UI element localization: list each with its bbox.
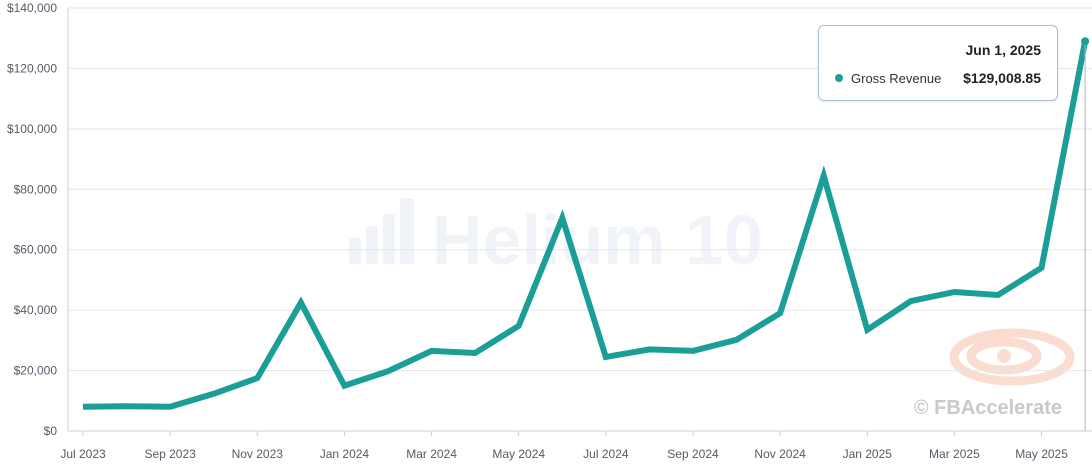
y-tick-label: $0 bbox=[44, 424, 58, 438]
x-tick-label: Mar 2024 bbox=[406, 447, 457, 461]
x-tick-label: Nov 2024 bbox=[754, 447, 806, 461]
y-tick-label: $40,000 bbox=[14, 303, 58, 317]
data-point[interactable] bbox=[561, 217, 563, 219]
x-tick-label: Jan 2025 bbox=[843, 447, 893, 461]
tooltip-series-row: Gross Revenue $129,008.85 bbox=[835, 69, 1041, 87]
data-point[interactable] bbox=[910, 300, 912, 302]
data-point[interactable] bbox=[866, 329, 868, 331]
data-point[interactable] bbox=[343, 385, 345, 387]
y-tick-label: $140,000 bbox=[7, 1, 57, 15]
x-tick-label: Jul 2023 bbox=[60, 447, 106, 461]
y-tick-label: $100,000 bbox=[7, 122, 57, 136]
data-point[interactable] bbox=[692, 350, 694, 352]
data-point[interactable] bbox=[648, 348, 650, 350]
data-point[interactable] bbox=[213, 393, 215, 395]
data-point[interactable] bbox=[256, 377, 258, 379]
data-point[interactable] bbox=[605, 356, 607, 358]
data-point[interactable] bbox=[518, 325, 520, 327]
tooltip-series-name: Gross Revenue bbox=[851, 70, 942, 86]
series-gross-revenue bbox=[82, 40, 1089, 410]
helium10-watermark-text: Helium 10 bbox=[432, 201, 763, 279]
data-point[interactable] bbox=[779, 312, 781, 314]
x-tick-label: Sep 2024 bbox=[667, 447, 719, 461]
data-point[interactable] bbox=[736, 339, 738, 341]
data-point[interactable] bbox=[300, 302, 302, 304]
x-axis: Jul 2023 Sep 2023 Nov 2023 Jan 2024 Mar 2024… bbox=[60, 430, 1092, 461]
data-point[interactable] bbox=[431, 350, 433, 352]
helium10-watermark: Helium 10 bbox=[349, 198, 763, 279]
tooltip-date: Jun 1, 2025 bbox=[965, 42, 1042, 58]
series-color-dot-icon bbox=[835, 74, 843, 82]
data-point[interactable] bbox=[953, 291, 955, 293]
data-point[interactable] bbox=[474, 352, 476, 354]
x-tick-label: May 2025 bbox=[1015, 447, 1068, 461]
x-tick-label: Jan 2024 bbox=[320, 447, 370, 461]
chart-tooltip: Jun 1, 2025 Gross Revenue $129,008.85 bbox=[818, 25, 1058, 101]
x-tick-label: Mar 2025 bbox=[929, 447, 980, 461]
x-tick-label: Jul 2024 bbox=[583, 447, 629, 461]
fbaccelerate-watermark-text: © FBAccelerate bbox=[914, 397, 1062, 419]
data-point[interactable] bbox=[997, 294, 999, 296]
y-axis: $0 $20,000 $40,000 $60,000 $80,000 $100,000 $1… bbox=[7, 1, 69, 438]
x-tick-label: Nov 2023 bbox=[232, 447, 284, 461]
y-tick-label: $80,000 bbox=[14, 182, 58, 196]
data-point[interactable] bbox=[823, 175, 825, 177]
hover-point[interactable] bbox=[1081, 37, 1090, 46]
y-tick-label: $120,000 bbox=[7, 61, 57, 75]
y-tick-label: $20,000 bbox=[14, 364, 58, 378]
data-point[interactable] bbox=[82, 406, 84, 408]
data-point[interactable] bbox=[169, 406, 171, 408]
data-point[interactable] bbox=[387, 370, 389, 372]
tooltip-value: $129,008.85 bbox=[963, 70, 1041, 86]
series-line-gross-revenue bbox=[82, 40, 1089, 410]
y-tick-label: $60,000 bbox=[14, 243, 58, 257]
x-tick-label: Sep 2023 bbox=[144, 447, 196, 461]
data-point[interactable] bbox=[126, 405, 128, 407]
fbaccelerate-logo-icon bbox=[949, 328, 1075, 386]
data-point[interactable] bbox=[1041, 267, 1043, 269]
x-tick-label: May 2024 bbox=[492, 447, 545, 461]
